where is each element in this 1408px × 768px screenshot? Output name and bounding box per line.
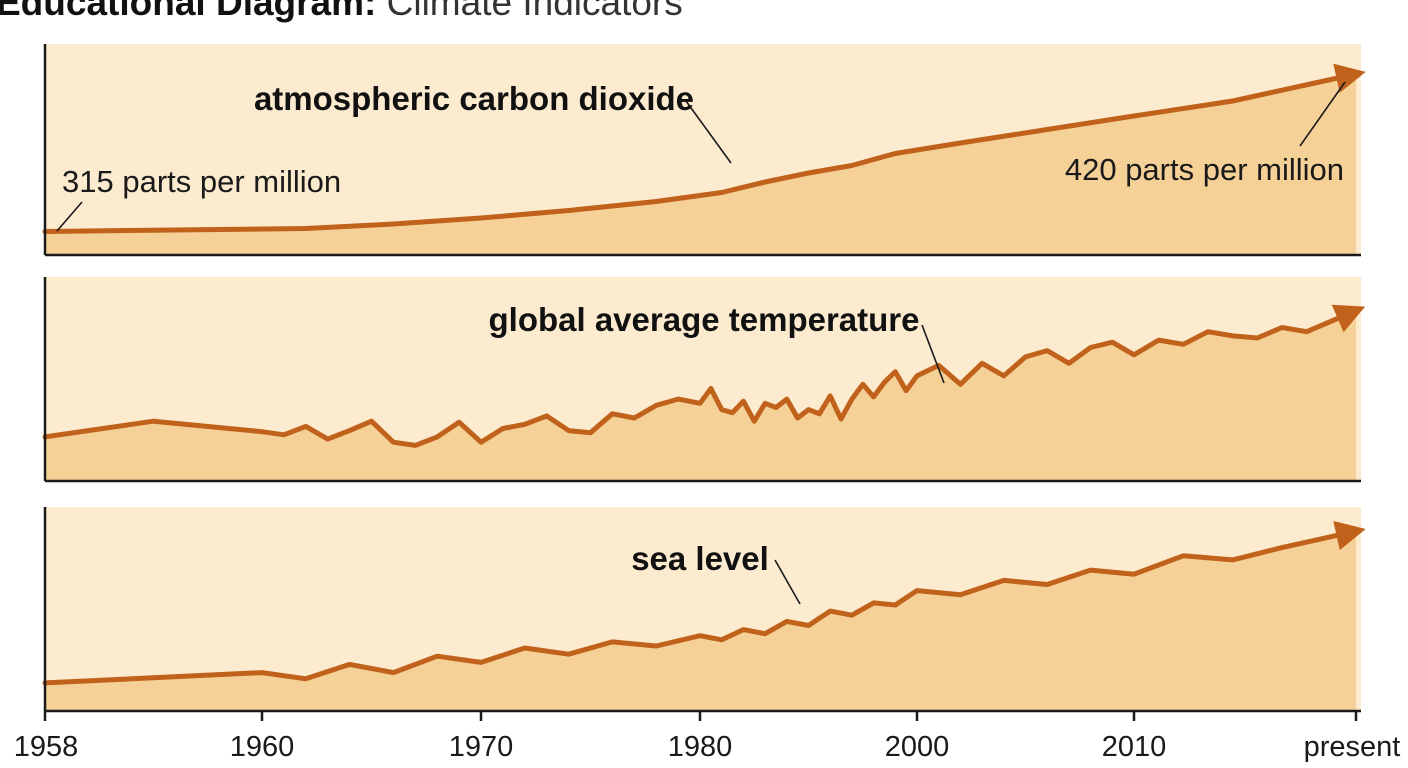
atmospheric-carbon-dioxide-label: atmospheric carbon dioxide: [254, 80, 694, 117]
x-tick-label: 2010: [1102, 731, 1167, 763]
atmospheric-carbon-dioxide-leader-line: [685, 100, 732, 164]
co2-start-leader-line: [56, 201, 83, 232]
page-title: Educational Diagram: Climate Indicators: [0, 0, 683, 25]
x-tick-label: 1980: [668, 731, 733, 763]
title-subject: Climate Indicators: [386, 0, 683, 23]
sea-level-label: sea level: [631, 540, 769, 577]
co2-end-annotation: 420 parts per million: [1065, 152, 1344, 187]
co2-start-annotation: 315 parts per million: [62, 164, 341, 199]
x-tick-label: 1958: [14, 731, 79, 763]
sea-level-area: [45, 531, 1356, 711]
sea-level-line: [42, 520, 1366, 686]
sea-level-leader-line: [774, 559, 801, 605]
global-average-temperature-label: global average temperature: [489, 301, 920, 338]
global-average-temperature-leader-line: [921, 324, 945, 384]
x-tick-label: 1970: [449, 731, 514, 763]
x-tick-label: 2000: [885, 731, 950, 763]
global-average-temperature-line: [42, 304, 1366, 448]
x-tick-label: present: [1304, 731, 1401, 763]
title-bold: Educational Diagram:: [0, 0, 377, 23]
atmospheric-carbon-dioxide-line: [42, 63, 1366, 234]
atmospheric-carbon-dioxide-area: [45, 74, 1356, 255]
co2-end-leader-line: [1299, 81, 1346, 147]
x-tick-label: 1960: [230, 731, 295, 763]
global-average-temperature-area: [45, 310, 1356, 481]
